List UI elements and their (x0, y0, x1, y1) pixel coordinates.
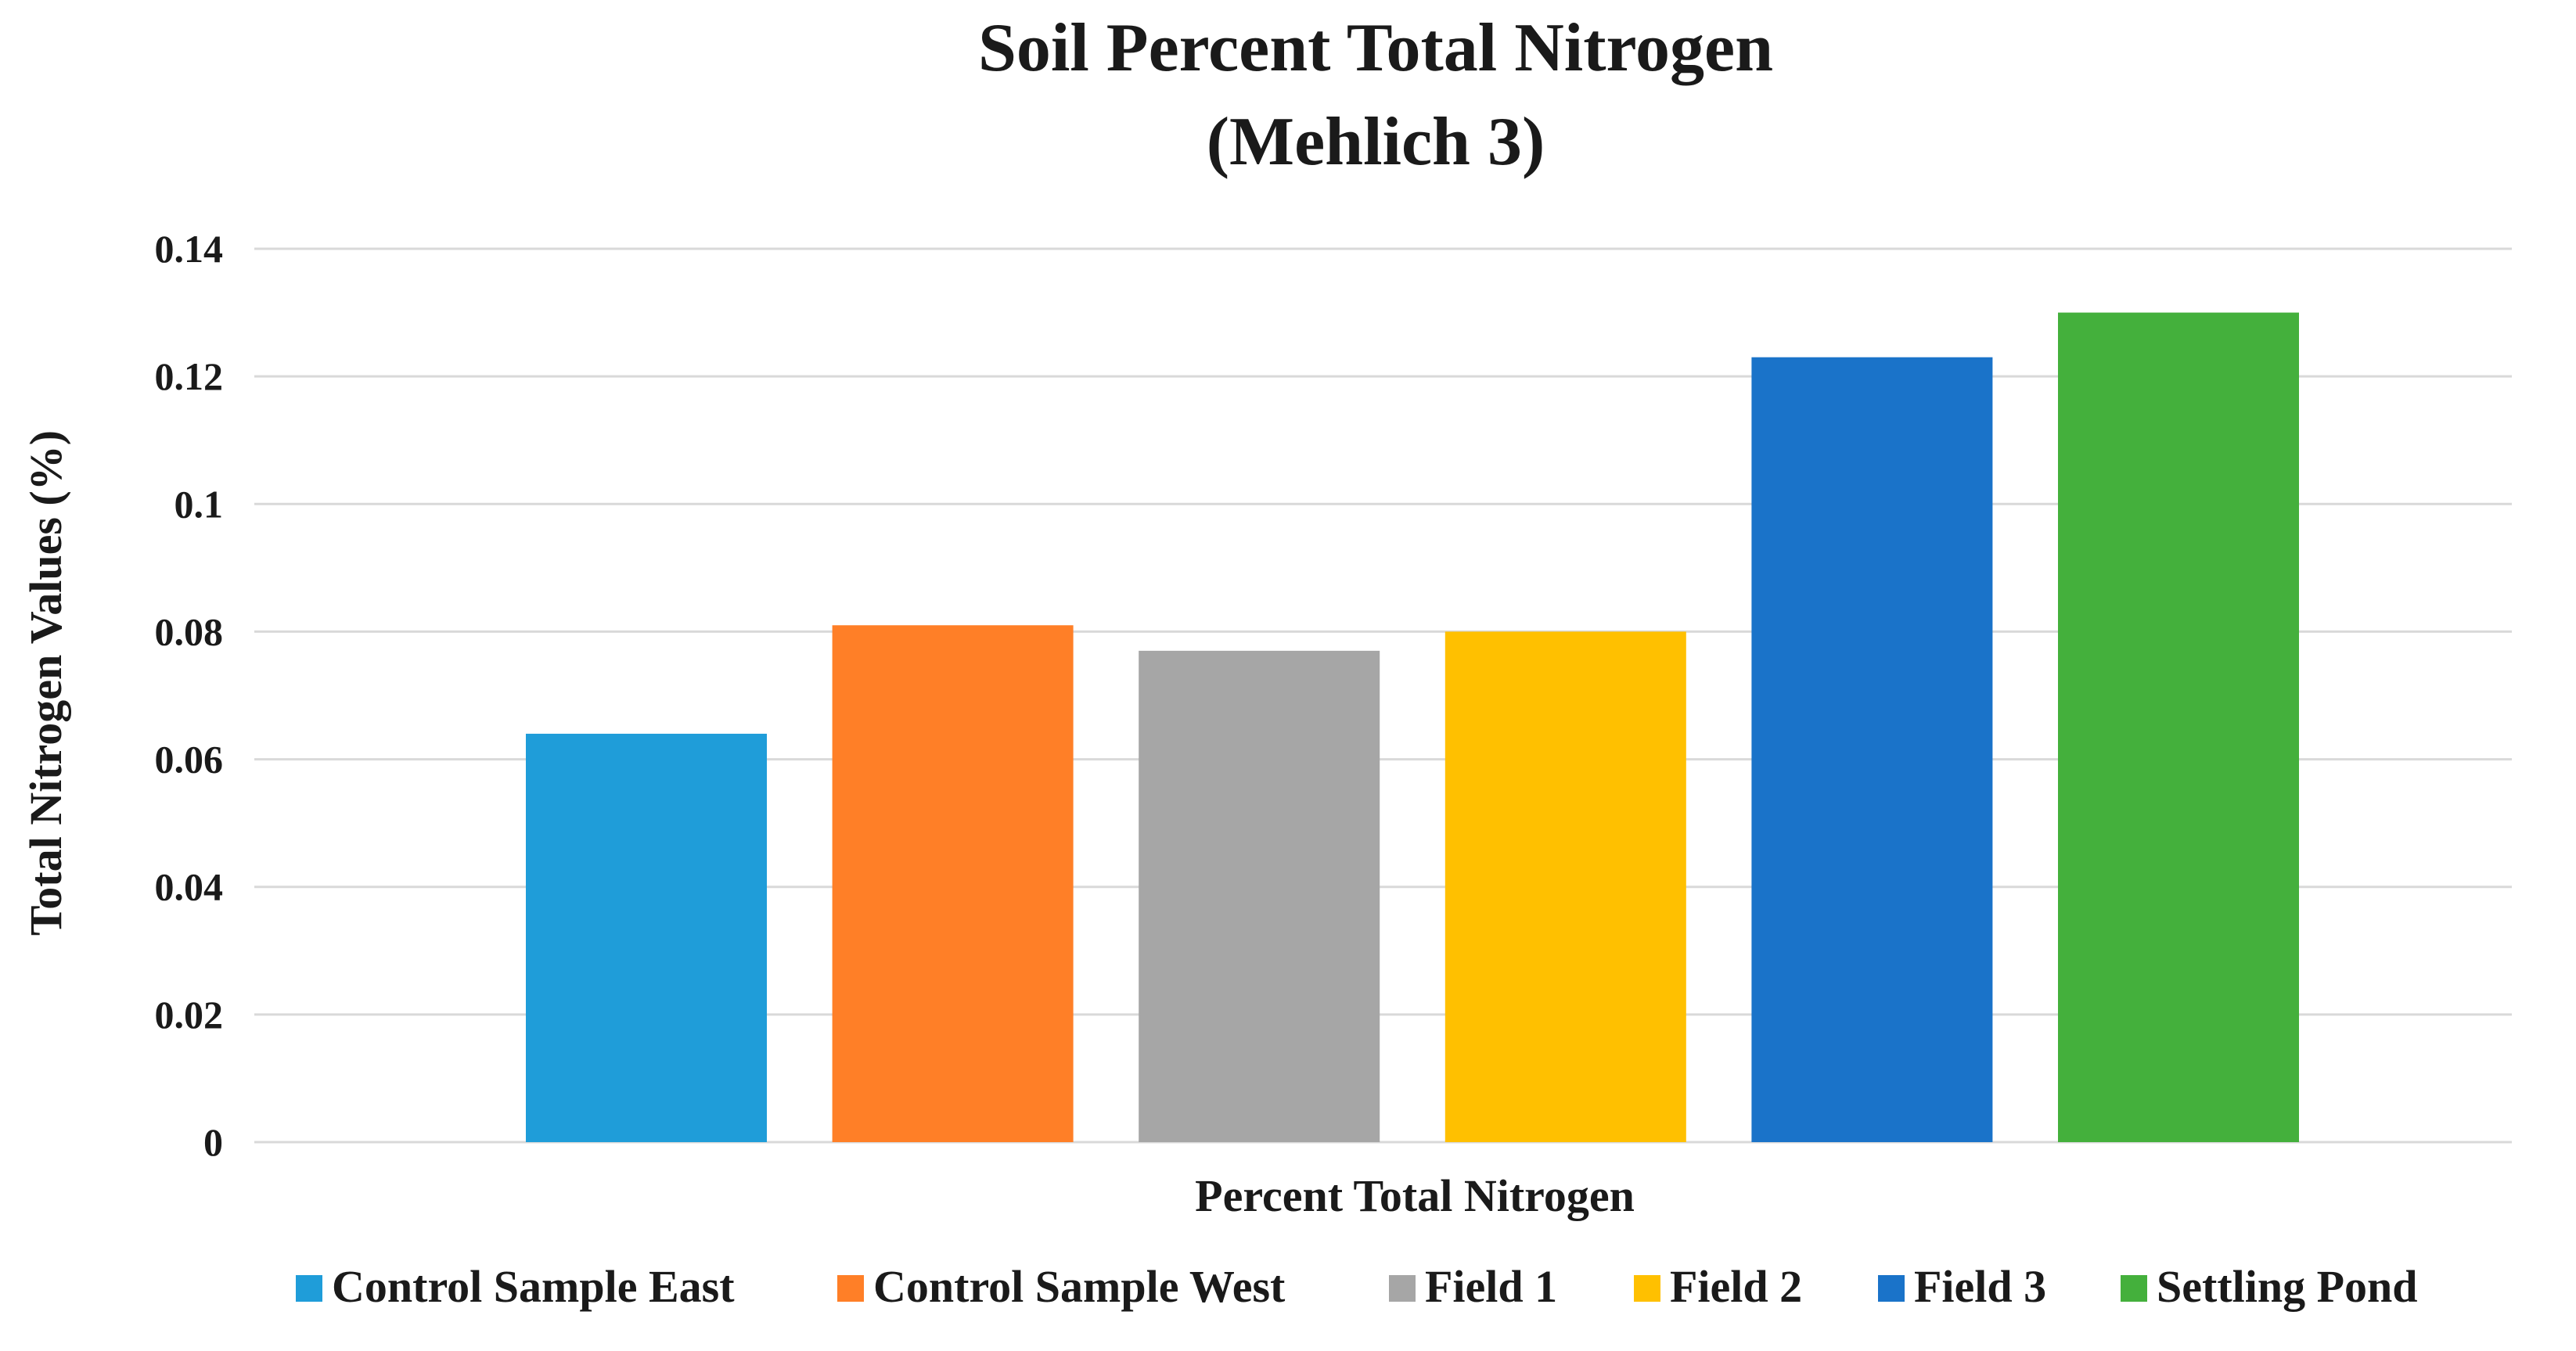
y-tick-label: 0.02 (155, 993, 224, 1037)
y-tick-label: 0.12 (155, 354, 224, 398)
legend-label: Field 2 (1670, 1261, 1802, 1312)
legend-swatch (1878, 1275, 1905, 1302)
bar (1139, 650, 1380, 1142)
y-axis-title: Total Nitrogen Values (%) (20, 430, 71, 936)
legend-swatch (1389, 1275, 1416, 1302)
legend-label: Control Sample West (873, 1261, 1286, 1312)
legend-label: Control Sample East (332, 1261, 735, 1312)
legend: Control Sample East Control Sample West Fi… (296, 1261, 2418, 1312)
y-tick-label: 0.04 (155, 865, 224, 909)
bar (2058, 312, 2299, 1143)
chart-title: Soil Percent Total Nitrogen (978, 10, 1773, 86)
legend-label: Field 3 (1914, 1261, 2046, 1312)
legend-swatch (837, 1275, 864, 1302)
bar (832, 625, 1074, 1142)
y-tick-labels: 0 0.02 0.04 0.06 0.08 0.1 0.12 0.14 (155, 227, 224, 1164)
legend-label: Field 1 (1425, 1261, 1557, 1312)
bar (526, 733, 767, 1142)
y-tick-label: 0.08 (155, 609, 224, 653)
y-tick-label: 0.1 (174, 482, 224, 526)
x-axis-title: Percent Total Nitrogen (1195, 1170, 1635, 1221)
legend-swatch (296, 1275, 322, 1302)
chart-subtitle: (Mehlich 3) (1207, 104, 1545, 180)
bars (526, 312, 2299, 1143)
legend-swatch (1634, 1275, 1660, 1302)
y-tick-label: 0 (203, 1120, 223, 1164)
bar (1445, 631, 1686, 1142)
legend-label: Settling Pond (2157, 1261, 2418, 1312)
y-tick-label: 0.14 (155, 227, 224, 271)
y-tick-label: 0.06 (155, 738, 224, 781)
legend-swatch (2121, 1275, 2147, 1302)
bar (1751, 357, 1993, 1143)
